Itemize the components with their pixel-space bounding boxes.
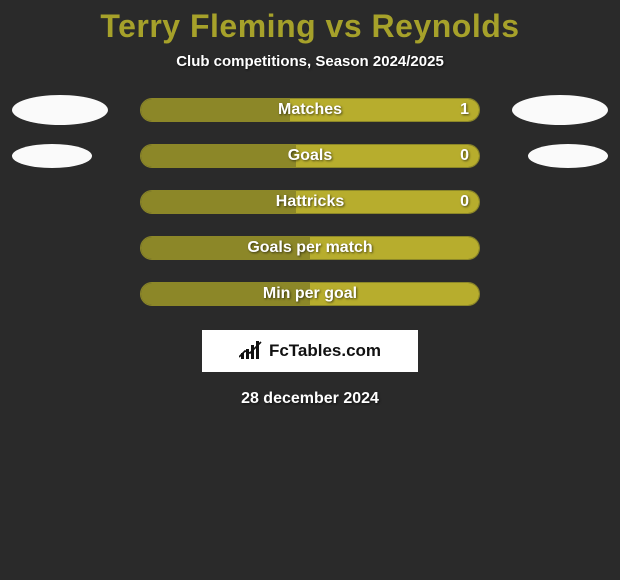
date-text: 28 december 2024 [0, 390, 620, 408]
bar-value-right: 0 [460, 147, 469, 165]
dot-right [512, 95, 608, 125]
bar-left-segment [141, 191, 296, 213]
bar-label: Hattricks [276, 193, 344, 211]
dot-left [12, 144, 92, 168]
page-title: Terry Fleming vs Reynolds [0, 0, 620, 45]
bar-track: Goals 0 [140, 144, 480, 168]
bar-label: Matches [278, 101, 342, 119]
bar-left-segment [141, 99, 290, 121]
bar-left-segment [141, 145, 296, 167]
bar-track: Hattricks 0 [140, 190, 480, 214]
dot-left [12, 95, 108, 125]
stat-row: Matches 1 [0, 98, 620, 122]
chart-icon [239, 341, 263, 361]
stat-row: Goals 0 [0, 144, 620, 168]
subtitle: Club competitions, Season 2024/2025 [0, 53, 620, 70]
bar-value-right: 1 [460, 101, 469, 119]
stats-rows: Matches 1 Goals 0 Hattricks 0 Goals per match M… [0, 98, 620, 306]
bar-track: Min per goal [140, 282, 480, 306]
bar-track: Goals per match [140, 236, 480, 260]
bar-label: Goals [288, 147, 332, 165]
source-badge-text: FcTables.com [269, 341, 381, 361]
stat-row: Hattricks 0 [0, 190, 620, 214]
source-badge: FcTables.com [202, 330, 418, 372]
stat-row: Goals per match [0, 236, 620, 260]
dot-right [528, 144, 608, 168]
bar-track: Matches 1 [140, 98, 480, 122]
bar-label: Goals per match [247, 239, 372, 257]
stat-row: Min per goal [0, 282, 620, 306]
bar-value-right: 0 [460, 193, 469, 211]
bar-label: Min per goal [263, 285, 357, 303]
